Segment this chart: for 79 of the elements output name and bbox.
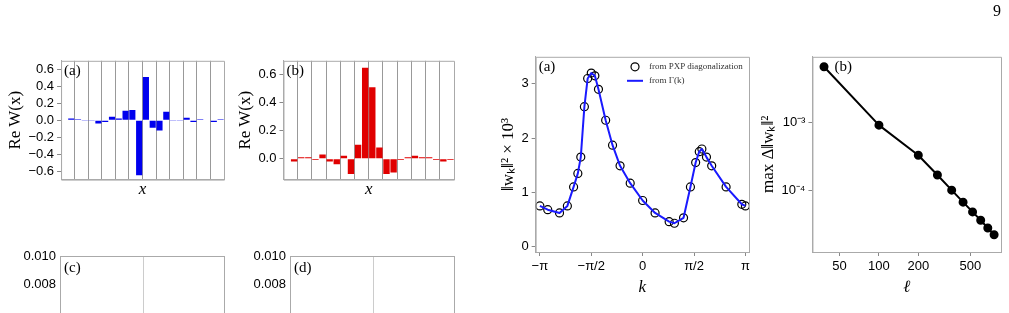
annotation: (a) (64, 62, 81, 80)
point (615, 161, 625, 171)
point (601, 115, 611, 125)
y-axis-title: Re W(x) (4, 90, 24, 150)
bar (347, 159, 355, 175)
point (664, 217, 674, 227)
y-axis-title: max Δ‖wₖ‖² (757, 115, 777, 194)
y-tick-label: 10⁻³ (782, 113, 807, 129)
point (535, 201, 545, 211)
y-tick-label: 3 (521, 75, 529, 91)
point (586, 68, 596, 78)
point (543, 205, 553, 215)
x-axis-title: k (638, 277, 647, 297)
text: (c) (64, 259, 81, 276)
y-axis-title: Re W(x) (234, 90, 254, 150)
text: (d) (294, 259, 312, 276)
y-tick-label: 0.0 (258, 150, 277, 166)
annotation: (a) (538, 58, 556, 76)
x-tick-label: 100 (868, 258, 890, 274)
bar (136, 120, 143, 176)
text: 0.010 (253, 248, 286, 263)
point (691, 157, 701, 168)
x-tick-label: 500 (959, 258, 982, 274)
y-tick-label: 0.6 (35, 60, 55, 76)
x-tick-label: −π/2 (577, 258, 605, 274)
point (568, 182, 579, 192)
y-tick-label: −0.2 (28, 128, 55, 144)
point (650, 208, 660, 218)
bar (319, 154, 326, 159)
bar (163, 111, 170, 120)
y-tick-label: 0 (521, 238, 529, 254)
y-tick-label: 0.2 (258, 122, 277, 138)
x-axis-title: ℓ (903, 277, 911, 297)
y-tick-label: 10⁻⁴ (781, 182, 806, 198)
point (562, 201, 572, 211)
y-axis-title: ‖wₖ‖² × 10³ (497, 117, 517, 191)
bar (142, 76, 149, 120)
annotation: (b) (834, 58, 852, 76)
text: 0.008 (253, 276, 286, 291)
annotation: (b) (286, 62, 304, 80)
y-tick-label: 0.4 (35, 77, 55, 93)
point (685, 182, 696, 192)
point (669, 218, 679, 228)
x-tick-label: −π (531, 258, 549, 274)
point (579, 102, 589, 112)
point (554, 208, 565, 218)
point (583, 73, 593, 84)
point (638, 195, 648, 206)
y-tick-label: 2 (521, 129, 529, 145)
text: 0.010 (23, 248, 56, 263)
x-axis-title: x (363, 179, 373, 199)
point (607, 140, 618, 150)
y-tick-label: −0.6 (28, 162, 55, 178)
point (576, 152, 586, 162)
x-axis-title: x (137, 179, 147, 199)
point (701, 152, 712, 162)
x-tick-label: π (740, 258, 750, 274)
x-tick-label: 50 (832, 258, 847, 274)
y-tick-label: −0.4 (28, 145, 55, 161)
y-tick-label: 0.0 (35, 111, 55, 127)
y-tick-label: 0.6 (258, 66, 277, 82)
y-tick-label: 0.2 (35, 94, 55, 110)
y-tick-label: 0.4 (258, 94, 277, 110)
text: 9 (993, 2, 1001, 20)
legend-label: from Γ(k) (649, 75, 685, 86)
point (678, 213, 689, 223)
point (593, 84, 604, 94)
x-tick-label: 200 (907, 258, 930, 274)
y-tick-label: 1 (521, 183, 529, 199)
point (721, 182, 731, 192)
text: 0.008 (23, 276, 56, 291)
bar (183, 117, 190, 120)
point (625, 178, 635, 188)
x-tick-label: π/2 (684, 258, 704, 274)
point (590, 71, 600, 81)
x-tick-label: 0 (639, 258, 647, 274)
point (707, 161, 717, 171)
point (573, 168, 583, 178)
legend-label: from PXP diagonalization (649, 61, 744, 72)
